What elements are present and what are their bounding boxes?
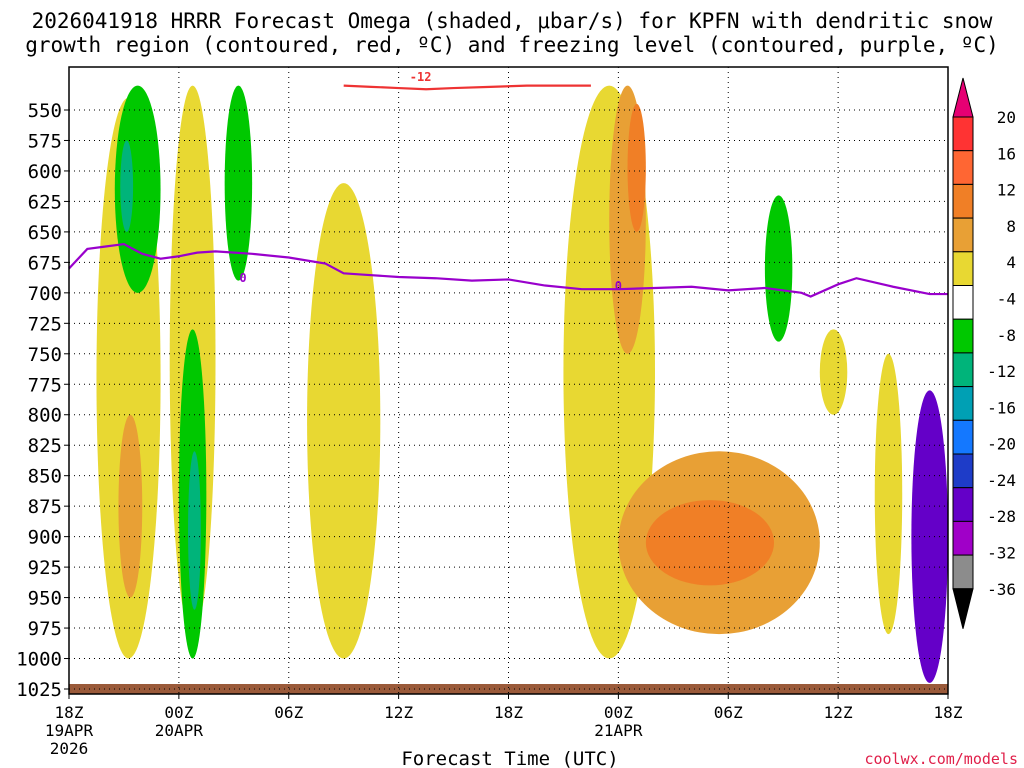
colorbar: 20 16 12 8 4 -4 -8 -12 -16 -20 -24 -28 -32 -36 [952,77,1016,629]
colorbar-label--24: -24 [987,471,1016,490]
colorbar-label--36: -36 [987,580,1016,599]
x-tick-label-12-0: 06Z [274,703,303,722]
x-tick-label-42-0: 12Z [824,703,853,722]
y-tick-label-625: 625 [28,191,62,213]
colorbar-segment [952,520,974,556]
y-tick-label-950: 950 [28,588,62,610]
credit-label: coolwx.com/models [864,750,1018,768]
omega-region-pos-12e [645,500,775,586]
x-tick-label-36-0: 06Z [714,703,743,722]
omega-region-neg-8 [120,140,134,232]
colorbar-segment [952,386,974,421]
x-axis-label: Forecast Time (UTC) [401,748,618,768]
colorbar-label-12: 12 [997,181,1016,200]
y-tick-label-1000: 1000 [16,649,62,671]
y-tick-label-825: 825 [28,435,62,457]
freezing-level-label: 0 [239,271,246,285]
x-tick-label-30-0: 00Z [604,703,633,722]
omega-region-neg-4c [224,85,253,281]
colorbar-label--8: -8 [997,326,1016,345]
omega-region-neg-4 [114,85,161,293]
y-tick-label-775: 775 [28,374,62,396]
colorbar-label--20: -20 [987,435,1016,454]
colorbar-segment [952,419,974,455]
dgz-contour [343,84,591,91]
colorbar-label-4: 4 [1006,253,1016,272]
colorbar-segment [952,453,974,489]
colorbar-label-16: 16 [997,144,1016,163]
omega-region-pos-12d [627,103,646,232]
ground-strip [69,684,948,694]
y-tick-label-550: 550 [28,100,62,122]
y-tick-label-975: 975 [28,618,62,640]
colorbar-segment [952,352,974,388]
colorbar-label-20: 20 [997,108,1016,127]
y-tick-label-850: 850 [28,466,62,488]
y-tick-label-750: 750 [28,344,62,366]
colorbar-segment [952,554,974,590]
chart-title-line2: growth region (contoured, red, ºC) and f… [25,33,999,57]
chart-title-line1: 2026041918 HRRR Forecast Omega (shaded, … [32,9,993,33]
colorbar-bottom-arrow [952,588,974,629]
omega-region-neg-4f [764,195,793,342]
colorbar-top-arrow [952,77,974,118]
y-tick-label-1025: 1025 [16,679,62,701]
x-tick-label-30-1: 21APR [594,721,643,740]
omega-region-pos-4c [307,183,381,659]
colorbar-label--28: -28 [987,507,1016,526]
x-tick-label-18-0: 12Z [384,703,413,722]
contours: 0 0 -12 [68,70,948,298]
x-tick-label-6-0: 00Z [164,703,193,722]
omega-shading [96,85,948,683]
y-tick-label-800: 800 [28,405,62,427]
plot-area: 0 0 -12 [68,66,949,695]
y-tick-label-575: 575 [28,130,62,152]
freezing-level-label: 0 [615,279,622,293]
y-tick-label-875: 875 [28,496,62,518]
colorbar-label--12: -12 [987,362,1016,381]
colorbar-segment [952,116,974,152]
colorbar-segment [952,183,974,219]
x-tick-label-0-2: 2026 [50,739,89,758]
x-tick-label-24-0: 18Z [494,703,523,722]
colorbar-segment [952,150,974,185]
y-tick-label-925: 925 [28,557,62,579]
colorbar-segment [952,487,974,522]
colorbar-label--32: -32 [987,544,1016,563]
y-axis-ticks: 550 575 600 625 650 675 700 725 750 775 800 825 850 8… [16,100,69,701]
x-tick-label-0-0: 18Z [55,703,84,722]
y-tick-label-700: 700 [28,283,62,305]
ground-surface [69,684,948,694]
colorbar-segment [952,318,974,354]
omega-region-pos-8 [118,414,143,598]
colorbar-segment [952,251,974,287]
x-tick-label-48-0: 18Z [934,703,963,722]
y-tick-label-600: 600 [28,161,62,183]
colorbar-segment [952,217,974,253]
y-tick-label-675: 675 [28,252,62,274]
colorbar-label--4: -4 [997,289,1016,308]
colorbar-label--16: -16 [987,398,1016,417]
freezing-level-contour [68,242,948,298]
omega-region-pos-4g [819,329,848,415]
y-tick-label-650: 650 [28,222,62,244]
x-tick-label-0-1: 19APR [45,721,94,740]
y-tick-label-725: 725 [28,313,62,335]
colorbar-segment [952,285,974,320]
y-tick-label-900: 900 [28,527,62,549]
x-tick-label-6-1: 20APR [155,721,204,740]
colorbar-label-8: 8 [1006,217,1016,236]
omega-region-pos-4h [874,353,903,635]
dgz-contour-label: -12 [410,70,432,84]
omega-region-neg-8b [188,451,201,610]
